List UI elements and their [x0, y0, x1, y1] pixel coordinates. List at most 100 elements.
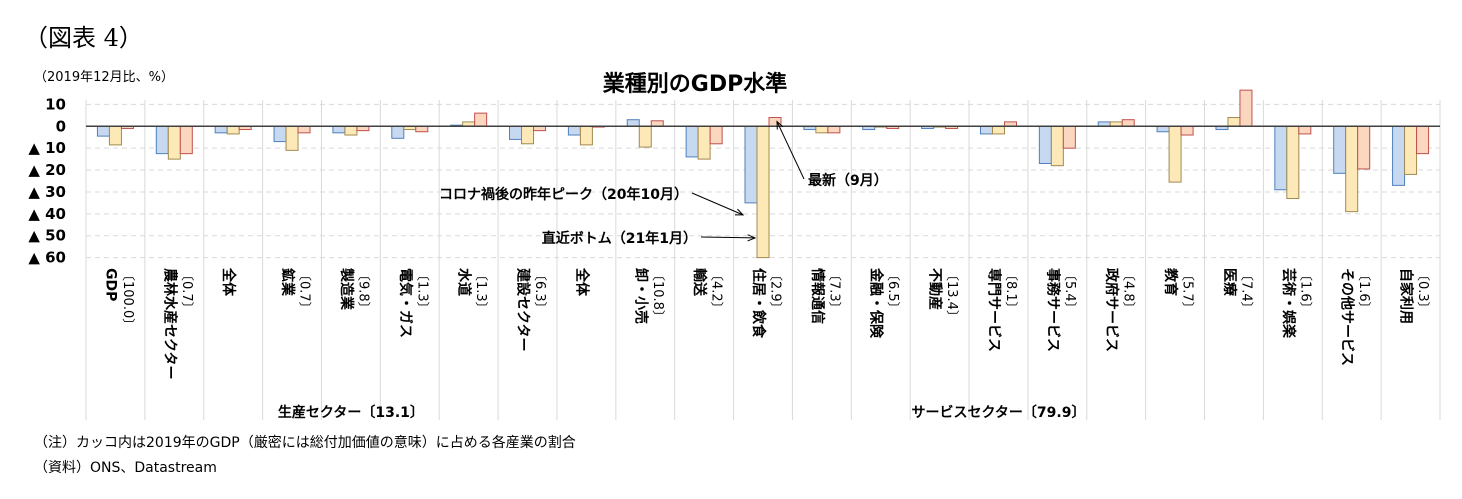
bar: [1404, 125, 1418, 175]
bar: [1333, 125, 1347, 174]
annotation-leader: [691, 192, 744, 216]
bar: [815, 125, 829, 134]
bar: [1274, 125, 1288, 191]
category-label: 電気・ガス: [397, 268, 414, 338]
y-tick-label: ▲ 30: [28, 183, 66, 201]
bar: [744, 125, 758, 204]
category-weight-label: 〔6.5〕: [885, 268, 900, 315]
bar: [1062, 125, 1076, 149]
category-weight-label: 〔7.4〕: [1238, 268, 1253, 315]
figure-label: （図表 4）: [24, 24, 143, 52]
bar: [579, 125, 593, 146]
category-weight-label: 〔0.7〕: [297, 268, 312, 315]
category-weight-label: 〔5.4〕: [1062, 268, 1077, 315]
bar: [991, 125, 1005, 135]
annotation-leader: [700, 236, 756, 239]
category-label: 卸・小売: [632, 268, 649, 324]
bar: [332, 125, 346, 134]
group-label: サービスセクター〔79.9〕: [911, 405, 1085, 421]
category-weight-label: 〔8.1〕: [1003, 268, 1018, 315]
category-weight-label: 〔1.3〕: [414, 268, 429, 315]
category-weight-label: 〔1.3〕: [473, 268, 488, 315]
category-weight-label: 〔6.3〕: [532, 268, 547, 315]
bar: [1239, 89, 1253, 127]
category-weight-label: 〔4.2〕: [709, 268, 724, 315]
category-weight-label: 〔2.9〕: [768, 268, 783, 315]
bar: [1168, 125, 1182, 183]
annotation-label: 最新（9月）: [808, 172, 888, 189]
bar: [273, 125, 287, 143]
category-label: 政府サービス: [1103, 268, 1120, 352]
bar: [650, 120, 664, 127]
category-label: 鉱業: [279, 268, 296, 297]
category-label: 専門サービス: [985, 268, 1002, 352]
bar: [1180, 125, 1194, 136]
bar: [509, 125, 523, 140]
unit-note: （2019年12月比、%）: [34, 70, 174, 85]
bar: [1345, 125, 1359, 213]
y-tick-label: ▲ 20: [28, 161, 66, 179]
category-label: 芸術・娯楽: [1280, 268, 1297, 339]
category-label: 医療: [1221, 268, 1238, 297]
annotation-leader: [776, 121, 805, 180]
gdp-by-industry-bar-chart: 10 0 ▲ 10 ▲ 20 ▲ 30 ▲ 40 ▲ 50 ▲ 60 GDP 〔100.0〕 農林水…: [28, 89, 1441, 421]
category-label: 水道: [456, 268, 473, 296]
category-label: 金融・保険: [868, 267, 885, 339]
category-label: 教育: [1162, 268, 1179, 296]
bar: [685, 125, 699, 158]
category-weight-label: 〔13.4〕: [944, 268, 959, 323]
category-weight-label: 〔4.8〕: [1121, 268, 1136, 315]
bar: [474, 112, 488, 127]
category-label: 不動産: [927, 268, 944, 310]
bar: [827, 125, 841, 134]
bar: [344, 125, 358, 136]
bar: [1227, 117, 1241, 127]
footnote-note: （注）カッコ内は2019年のGDP（厳密には総付加価値の意味）に占める各産業の割…: [34, 435, 576, 451]
bar: [1156, 125, 1170, 133]
annotation-label: コロナ禍後の昨年ピーク（20年10月）: [439, 186, 688, 203]
category-label: 輸送: [691, 268, 708, 297]
bar: [391, 125, 405, 139]
y-tick-label: ▲ 50: [28, 227, 66, 245]
bar: [1121, 119, 1135, 127]
category-weight-label: 〔10.8〕: [650, 268, 665, 323]
category-label: 建設セクター: [515, 268, 532, 351]
category-weight-label: 〔9.8〕: [355, 268, 370, 315]
bar: [1416, 125, 1430, 155]
category-label: 製造業: [338, 267, 355, 311]
bar: [768, 117, 782, 127]
bar: [214, 125, 228, 134]
category-label: 住居・飲食: [750, 268, 767, 339]
category-weight-label: 〔5.7〕: [1180, 268, 1195, 315]
bar: [697, 125, 711, 160]
y-tick-label: ▲ 60: [28, 249, 66, 267]
annotation-label: 直近ボトム（21年1月）: [542, 230, 697, 247]
category-label: 自家利用: [1398, 268, 1415, 324]
group-label: 生産セクター〔13.1〕: [278, 404, 424, 421]
annotation-arrowhead: [734, 208, 745, 216]
bar: [756, 125, 770, 259]
y-tick-label: ▲ 40: [28, 205, 66, 223]
bar: [709, 125, 723, 145]
category-label: その他サービス: [1339, 268, 1356, 366]
chart-title: 業種別のGDP水準: [602, 72, 788, 97]
bar: [521, 125, 535, 145]
bar: [108, 125, 122, 146]
bar: [1286, 125, 1300, 200]
category-label: 農林水産セクター: [161, 268, 178, 379]
bar: [1050, 125, 1064, 167]
bar: [179, 125, 193, 155]
bar: [638, 125, 652, 148]
annotation-arrowhead: [747, 234, 757, 242]
category-weight-label: 〔7.3〕: [826, 268, 841, 315]
y-tick-label: 10: [45, 95, 66, 113]
category-label: 全体: [573, 267, 590, 297]
footnote-source: （資料）ONS、Datastream: [34, 460, 217, 476]
bar: [297, 125, 311, 134]
bar: [167, 125, 181, 160]
category-weight-label: 〔0.3〕: [1415, 268, 1430, 315]
annotation-arrowhead: [776, 120, 784, 130]
category-label: GDP: [102, 268, 118, 301]
y-tick-label: 0: [56, 117, 66, 135]
bar: [1357, 125, 1371, 170]
